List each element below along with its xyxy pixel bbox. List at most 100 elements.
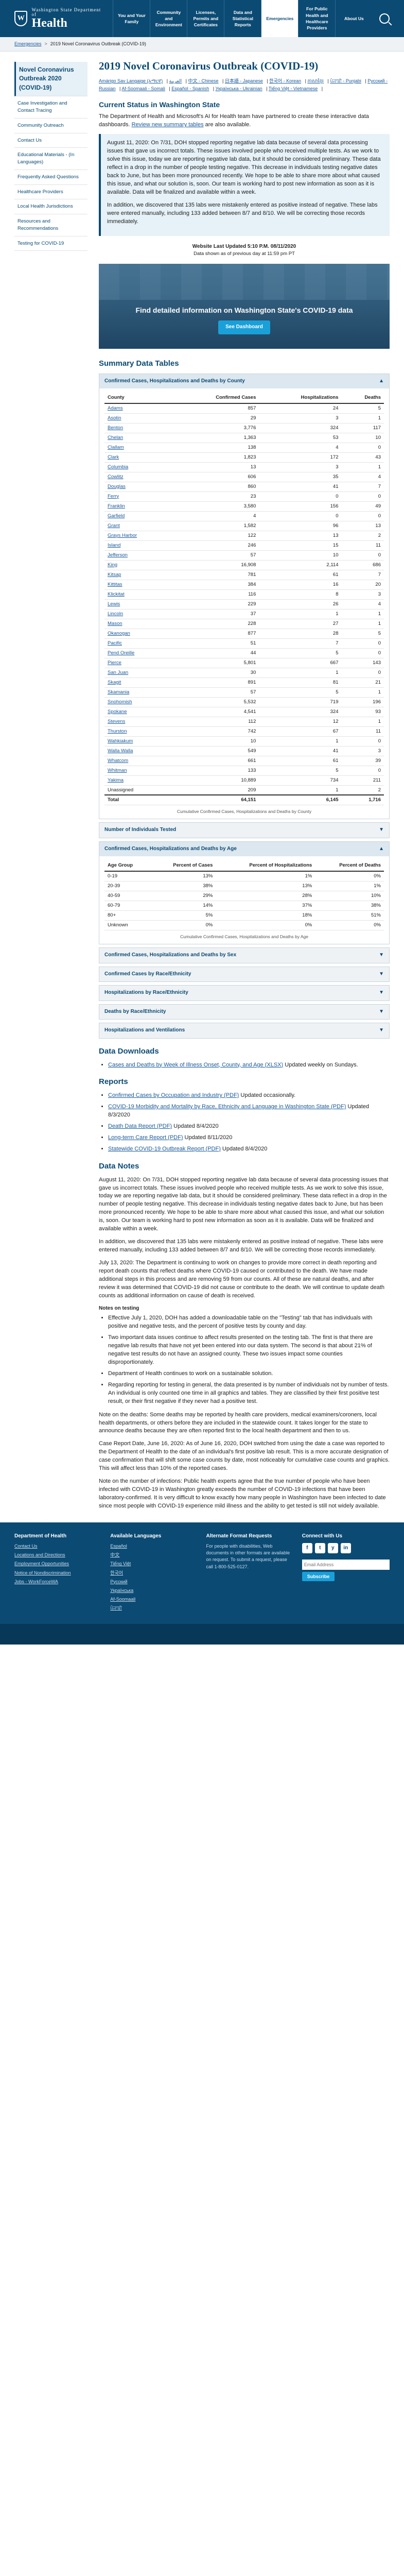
language-link[interactable]: Русский - Russian [99,78,388,91]
report-link[interactable]: Statewide COVID-19 Outbreak Report (PDF) [108,1145,221,1152]
language-link[interactable]: العربية [169,78,182,84]
footer-language-link[interactable]: Español [110,1544,127,1549]
report-link[interactable]: COVID-19 Morbidity and Mortality by Race… [108,1104,346,1110]
report-link[interactable]: Cases and Deaths by Week of Illness Onse… [108,1061,284,1068]
sidebar-item[interactable]: Novel Coronavirus Outbreak 2020 (COVID-1… [14,62,87,97]
summary-tables-link[interactable]: Review new summary tables [131,122,204,128]
county-name[interactable]: Kittitas [104,580,172,590]
footer-language-link[interactable]: Українська [110,1587,134,1593]
section-accordion-header[interactable]: Hospitalizations by Race/Ethnicity ▼ [99,986,389,1001]
county-name[interactable]: Clark [104,452,172,463]
county-name[interactable]: San Juan [104,668,172,678]
county-name[interactable]: Grays Harbor [104,531,172,541]
sidebar-item[interactable]: Resources and Recommendations [14,214,87,236]
section-accordion-header[interactable]: Hospitalizations and Ventilations ▼ [99,1023,389,1038]
language-link[interactable]: 中文 - Chinese [188,78,219,84]
language-link[interactable]: Amárigo Sav Langaige (አማርኛ) [99,78,163,84]
county-name[interactable]: Grant [104,521,172,531]
footer-link[interactable]: Locations and Directions [14,1552,65,1558]
county-name[interactable]: Benton [104,423,172,433]
county-name[interactable]: Lincoln [104,609,172,619]
section-accordion-header[interactable]: Confirmed Cases, Hospitalizations and De… [99,948,389,963]
county-name[interactable]: Skagit [104,677,172,688]
footer-language-link[interactable]: 한국어 [110,1570,124,1575]
county-name[interactable]: Whatcom [104,756,172,766]
sidebar-item[interactable]: Testing for COVID-19 [14,236,87,251]
subscribe-button[interactable]: Subscribe [302,1572,335,1582]
footer-language-link[interactable]: ਪੰਜਾਬੀ [110,1605,122,1611]
language-link[interactable]: Español - Spanish [171,86,209,91]
report-link[interactable]: Death Data Report (PDF) [108,1123,172,1129]
county-name[interactable]: Thurston [104,726,172,737]
search-icon[interactable] [379,13,390,24]
county-name[interactable]: Island [104,540,172,551]
county-name[interactable]: Clallam [104,443,172,453]
county-name[interactable]: Lewis [104,599,172,609]
county-name[interactable]: Whitman [104,766,172,776]
language-link[interactable]: 日本語 - Japanese [224,78,263,84]
county-name[interactable]: Cowlitz [104,472,172,482]
age-accordion-header[interactable]: Confirmed Cases, Hospitalizations and De… [99,841,389,857]
nav-item-2[interactable]: Licenses, Permits and Certificates [187,0,224,37]
nav-item-0[interactable]: You and Your Family [113,0,150,37]
county-name[interactable]: Skamania [104,687,172,698]
sidebar-item[interactable]: Healthcare Providers [14,185,87,200]
county-name[interactable]: Klickitat [104,589,172,600]
county-name[interactable]: Chelan [104,433,172,443]
dashboard-banner[interactable]: Find detailed information on Washington … [99,263,390,349]
sidebar-item[interactable]: Contact Us [14,133,87,148]
language-link[interactable]: 한국어 - Korean [269,78,302,84]
nav-item-1[interactable]: Community and Environment [150,0,187,37]
report-link[interactable]: Long-term Care Report (PDF) [108,1134,183,1141]
language-link[interactable]: Українська - Ukrainian [215,86,262,91]
county-name[interactable]: Asotin [104,413,172,423]
social-icon[interactable]: f [302,1543,312,1554]
language-link[interactable]: Af-Soomaali - Somali [121,86,165,91]
county-name[interactable]: Garfield [104,511,172,521]
county-name[interactable]: Spokane [104,707,172,717]
footer-link[interactable]: Jobs - WorkForceWA [14,1579,59,1584]
social-icon[interactable]: y [327,1543,338,1554]
footer-language-link[interactable]: Русский [110,1579,128,1584]
sidebar-item[interactable]: Frequently Asked Questions [14,170,87,185]
social-icon[interactable]: t [314,1543,325,1554]
county-name[interactable]: Franklin [104,501,172,512]
county-name[interactable]: Stevens [104,717,172,727]
nav-item-4[interactable]: Emergencies [261,0,298,37]
county-name[interactable]: Snohomish [104,697,172,707]
county-name[interactable]: Ferry [104,492,172,502]
county-name[interactable]: Douglas [104,482,172,492]
social-icon[interactable]: in [340,1543,351,1554]
nav-item-3[interactable]: Data and Statistical Reports [224,0,261,37]
footer-language-link[interactable]: Tiếng Việt [110,1561,131,1567]
county-name[interactable]: Walla Walla [104,746,172,756]
county-name[interactable]: Wahkiakum [104,736,172,747]
county-name[interactable]: Pierce [104,658,172,668]
footer-link[interactable]: Notice of Nondiscrimination [14,1570,71,1575]
report-link[interactable]: Confirmed Cases by Occupation and Indust… [108,1092,239,1099]
county-name[interactable]: Yakima [104,775,172,786]
nav-item-6[interactable]: About Us [335,0,372,37]
county-accordion-header[interactable]: Confirmed Cases, Hospitalizations and De… [99,374,389,389]
sidebar-item[interactable]: Case Investigation and Contact Tracing [14,96,87,118]
county-name[interactable]: Okanogan [104,629,172,639]
site-logo[interactable]: W Washington State Department of Health [14,8,106,29]
county-name[interactable]: Jefferson [104,550,172,561]
sidebar-item[interactable]: Community Outreach [14,118,87,133]
breadcrumb-emergencies[interactable]: Emergencies [14,41,42,46]
sidebar-item[interactable]: Local Health Jurisdictions [14,199,87,215]
sidebar-item[interactable]: Educational Materials - (In Languages) [14,148,87,170]
language-link[interactable]: ਪੰਜਾਬੀ - Punjabi [330,78,361,84]
section-accordion-header[interactable]: Confirmed Cases by Race/Ethnicity ▼ [99,967,389,982]
footer-link[interactable]: Contact Us [14,1544,38,1549]
section-accordion-header[interactable]: Deaths by Race/Ethnicity ▼ [99,1004,389,1020]
county-name[interactable]: Pacific [104,638,172,649]
county-name[interactable]: Pend Oreille [104,648,172,658]
footer-link[interactable]: Employment Opportunities [14,1561,69,1567]
tests-accordion-header[interactable]: Number of Individuals Tested ▼ [99,823,389,838]
county-name[interactable]: Mason [104,619,172,629]
nav-item-5[interactable]: For Public Health and Healthcare Provide… [298,0,335,37]
see-dashboard-button[interactable]: See Dashboard [218,320,270,334]
language-link[interactable]: Tiếng Việt - Vietnamese [268,86,318,91]
footer-language-link[interactable]: 中文 [110,1552,120,1558]
